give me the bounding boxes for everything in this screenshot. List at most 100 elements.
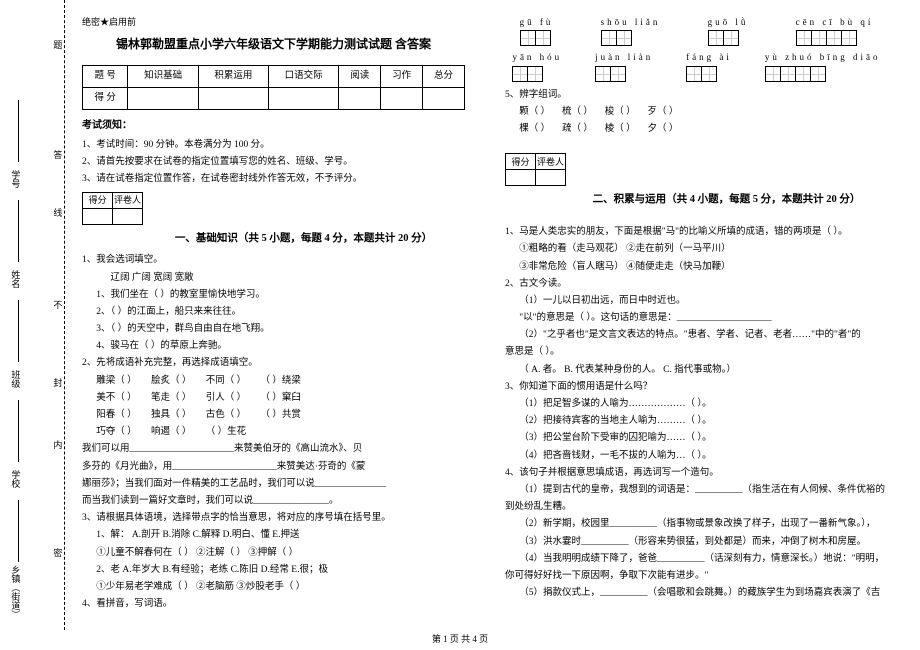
s2q4-l2: （2）新学期，校园里__________（指事物或景象改换了样子，出现了一番新气… xyxy=(505,517,888,532)
sc-v0: 得 分 xyxy=(83,87,128,109)
pinyin-block: juàn liàn xyxy=(595,50,653,81)
pinyin-label: gū fù xyxy=(520,15,554,29)
s2q3-l3: （4）把吝啬钱财，一毛不拔的人喻为…（ ）。 xyxy=(505,449,888,464)
s2q3-l1: （2）把接待宾客的当地主人喻为………（ ）。 xyxy=(505,414,888,429)
mini-a: 得分 xyxy=(83,192,113,208)
s2q1-lead: 1、马是人类忠实的朋友，下面是根据"马"的比喻义所填的成语，错的两项是（ ）。 xyxy=(505,225,888,240)
s2q3-l0: （1）把足智多谋的人喻为………………（ ）。 xyxy=(505,397,888,412)
binding-outer-0: 乡镇（街道） xyxy=(8,565,22,619)
pinyin-label: guō lǜ xyxy=(708,15,749,29)
secret-label: 绝密★启用前 xyxy=(82,15,465,29)
q2-t1: 多芬的《月光曲》，用______________________来赞美达·芬奇的… xyxy=(82,460,465,475)
binding-outer-2: 班级 xyxy=(8,370,22,388)
q2-r1: 美不（ ） 笔走（ ） 引人（ ） （ ）窠臼 xyxy=(82,391,465,406)
pinyin-label: cēn cī bù qí xyxy=(796,15,874,29)
char-grid[interactable] xyxy=(796,30,874,46)
binding-uline-2 xyxy=(18,300,19,362)
mini-b: 评卷人 xyxy=(113,192,143,208)
s2q2-lead: 2、古文今读。 xyxy=(505,277,888,292)
s2q4-l1: 到处纷乱生糟。 xyxy=(505,500,888,515)
s2q4-l3: （3）洪水霎时__________（形容来势很猛，到处都是）而来，冲倒了树木和房… xyxy=(505,535,888,550)
s2q2-l4: （ A. 者。 B. 代表某种身份的人。 C. 指代事或物。） xyxy=(505,363,888,378)
q5-lead: 5、辨字组词。 xyxy=(505,88,888,103)
score-table: 题 号 知识基础 积累运用 口语交际 阅读 习作 总分 得 分 xyxy=(82,65,465,110)
pinyin-block: cēn cī bù qí xyxy=(796,15,874,46)
notice-1: 1、考试时间：90 分钟。本卷满分为 100 分。 xyxy=(82,138,465,153)
sc-h4: 阅读 xyxy=(339,65,381,87)
s2q2-l2: （2）"之乎者也"是文言文表达的特点。"患者、学者、记者、老者……"中的"者"的 xyxy=(505,328,888,343)
right-column: gū fù shōu liǎn guō lǜ cēn cī bù qí yān hóu… xyxy=(485,15,900,625)
char-grid[interactable] xyxy=(520,30,554,46)
notice-heading: 考试须知： xyxy=(82,118,465,134)
char-grid[interactable] xyxy=(686,66,732,82)
s2q4-lead: 4、该句子并根据意思填成语，再选词写一个造句。 xyxy=(505,466,888,481)
q3-i1: ①儿童不解春何在（ ） ②注解（ ） ③押解（ ） xyxy=(82,546,465,561)
s2q4-l0: （1）提到古代的皇帝，我想到的词语是：__________（指生活在有人伺候、条… xyxy=(505,483,888,498)
s2q4-l5: 你可得好好找一下原因啊，争取下次能有进步。" xyxy=(505,569,888,584)
q5-r0: 颗（ ） 梳（ ） 梭（ ） 歹（ ） xyxy=(505,105,888,120)
char-grid[interactable] xyxy=(512,66,562,82)
pinyin-block: yān hóu xyxy=(512,50,562,81)
section2-title: 二、积累与运用（共 4 小题，每题 5 分，本题共计 20 分） xyxy=(565,192,888,209)
pinyin-label: fáng ài xyxy=(686,50,732,64)
paper-title: 锡林郭勒盟重点小学六年级语文下学期能力测试试题 含答案 xyxy=(82,35,465,54)
pinyin-row-2: yān hóu juàn liàn fáng ài yù zhuó bīng diāo xyxy=(505,50,888,81)
q3-lead: 3、请根据具体语境，选择带点字的恰当意思，将对应的序号填在括号里。 xyxy=(82,511,465,526)
q1-l4: 4、骏马在（ ）的草原上奔驰。 xyxy=(82,339,465,354)
mini-score-2: 得分评卷人 xyxy=(505,153,566,186)
binding-uline-1 xyxy=(18,400,19,462)
binding-inner-2: 线 xyxy=(50,208,64,217)
binding-inner-0: 密 xyxy=(50,548,64,557)
s2q2-l1: "以"的意思是（ ）。这句话的意思是：____________________ xyxy=(505,311,888,326)
binding-margin: 密 封 线 内 不 答 题 乡镇（街道） 学校 班级 姓名 学号 xyxy=(0,0,65,630)
s2q4-l6: （5）捐款仪式上，__________（会唱歌和会跳舞。）的藏族学生为到场嘉宾表… xyxy=(505,586,888,601)
pinyin-block: fáng ài xyxy=(686,50,732,81)
sc-h3: 口语交际 xyxy=(269,65,339,87)
pinyin-block: yù zhuó bīng diāo xyxy=(765,50,881,81)
q1-words: 辽阔 广阔 宽阔 宽敞 xyxy=(82,271,465,286)
mini-score-1: 得分评卷人 xyxy=(82,192,143,225)
s2q1-o0: ①粗略的看（走马观花） ②走在前列（一马平川） xyxy=(505,242,888,257)
q3-i3: ①少年易老学难成（ ） ②老脑筋 ③炒股老手（ ） xyxy=(82,580,465,595)
q2-t2: 娜丽莎》；当我们面对一件精美的工艺品时，我们可以说_______________ xyxy=(82,477,465,492)
pinyin-label: yān hóu xyxy=(512,50,562,64)
char-grid[interactable] xyxy=(595,66,653,82)
binding-uline-3 xyxy=(18,200,19,262)
q2-r0: 雕梁（ ） 脍炙（ ） 不同（ ） （ ）绕梁 xyxy=(82,374,465,389)
pinyin-block: shōu liǎn xyxy=(601,15,661,46)
q1-l2: 2、（ ）的江面上，船只来来往往。 xyxy=(82,305,465,320)
s2q4-l4: （4）当我明明成绩下降了，爸爸__________（话深刻有力，情意深长。）地说… xyxy=(505,552,888,567)
q4-lead: 4、看拼音，写词语。 xyxy=(82,597,465,612)
section1-title: 一、基础知识（共 5 小题，每题 4 分，本题共计 20 分） xyxy=(142,231,465,248)
binding-word-0: 内 xyxy=(50,440,64,449)
binding-outer-4: 学号 xyxy=(8,170,22,188)
s2q2-l0: （1）一儿以日初出远，而日中时近也。 xyxy=(505,294,888,309)
page-content: 绝密★启用前 锡林郭勒盟重点小学六年级语文下学期能力测试试题 含答案 题 号 知… xyxy=(0,0,920,630)
sc-h2: 积累运用 xyxy=(198,65,268,87)
q5-r1: 棵（ ） 疏（ ） 棱（ ） 夕（ ） xyxy=(505,122,888,137)
pinyin-label: juàn liàn xyxy=(595,50,653,64)
sc-h0: 题 号 xyxy=(83,65,128,87)
sc-h1: 知识基础 xyxy=(128,65,198,87)
q1-l3: 3、（ ）的天空中，群鸟自由自在地飞翔。 xyxy=(82,322,465,337)
char-grid[interactable] xyxy=(708,30,749,46)
pinyin-label: yù zhuó bīng diāo xyxy=(765,50,881,64)
q2-r2: 阳春（ ） 独具（ ） 古色（ ） （ ）共赏 xyxy=(82,408,465,423)
sc-h5: 习作 xyxy=(381,65,423,87)
score-row-values: 得 分 xyxy=(83,87,465,109)
q2-r3: 巧夺（ ） 响遏（ ） （ ）生花 xyxy=(82,425,465,440)
s2q2-l3: 意思是（ ）。 xyxy=(505,345,888,360)
binding-word-3: 题 xyxy=(50,40,64,49)
binding-outer-1: 学校 xyxy=(8,470,22,488)
s2q3-lead: 3、你知道下面的惯用语是什么吗？ xyxy=(505,380,888,395)
notice-2: 2、请首先按要求在试卷的指定位置填写您的姓名、班级、学号。 xyxy=(82,155,465,170)
q1-l1: 1、我们坐在（ ）的教室里愉快地学习。 xyxy=(82,288,465,303)
binding-word-2: 答 xyxy=(50,150,64,159)
binding-word-1: 不 xyxy=(50,300,64,309)
pinyin-row-1: gū fù shōu liǎn guō lǜ cēn cī bù qí xyxy=(505,15,888,46)
char-grid[interactable] xyxy=(601,30,661,46)
char-grid[interactable] xyxy=(765,66,881,82)
binding-inner-1: 封 xyxy=(50,378,64,387)
q3-i0: 1、解： A.剖开 B.消除 C.解释 D.明白、懂 E.押送 xyxy=(82,528,465,543)
s2q3-l2: （3）把公堂台阶下受审的囚犯喻为……（ ）。 xyxy=(505,431,888,446)
